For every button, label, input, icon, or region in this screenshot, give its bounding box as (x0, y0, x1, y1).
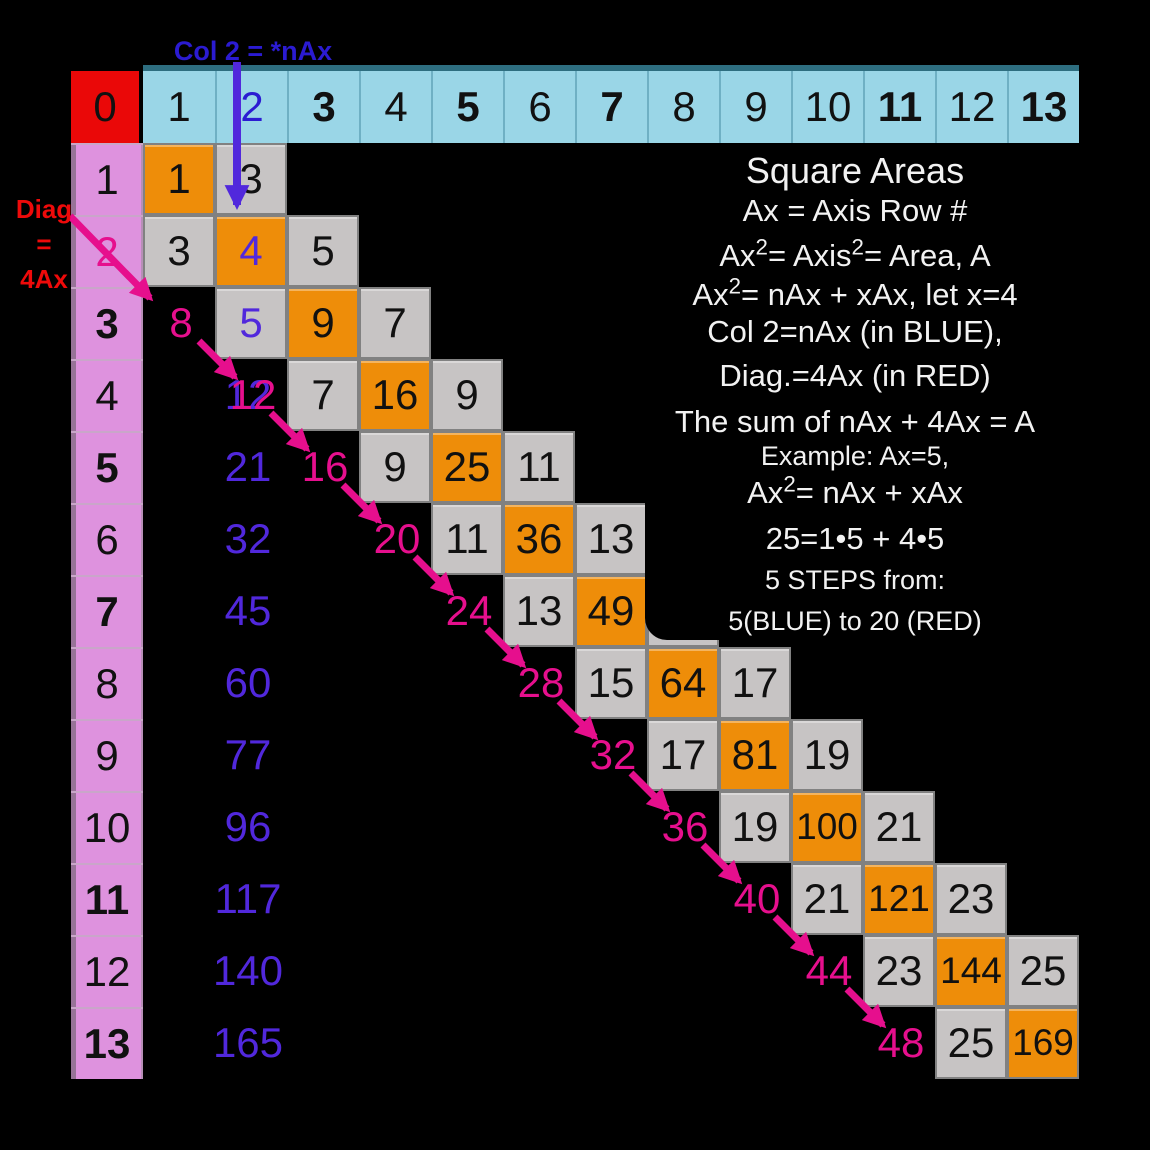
legend-line-7: The sum of nAx + 4Ax = A (674, 404, 1036, 439)
header-cell-7: 7 (575, 71, 647, 143)
grid-cell-r10c11: 21 (863, 791, 935, 863)
header-cell-4: 4 (359, 71, 431, 143)
grid-cell-r3c4: 7 (359, 287, 431, 359)
grid-cell-r12c11: 23 (863, 935, 935, 1007)
axis-row-label-11: 11 (71, 863, 143, 935)
legend-panel-corner (645, 430, 975, 640)
header-cell-0: 0 (71, 71, 143, 143)
header-cell-6: 6 (503, 71, 575, 143)
diag-value-24: 24 (445, 587, 493, 634)
header-cell-3: 3 (287, 71, 359, 143)
legend-line-8: Example: Ax=5, (760, 441, 950, 471)
diag-value-36: 36 (661, 803, 709, 850)
diag-value-20: 20 (373, 515, 421, 562)
header-cell-1: 1 (143, 71, 215, 143)
grid-cell-r11c12: 23 (935, 863, 1007, 935)
nax-value-165: 165 (212, 1019, 284, 1066)
diag-value-8: 8 (169, 299, 193, 346)
grid-cell-r12c13: 25 (1007, 935, 1079, 1007)
col2-annotation: Col 2 = *nAx (173, 36, 333, 66)
legend-line-11: 5 STEPS from: (764, 565, 946, 595)
legend-line-4: Ax2= nAx + xAx, let x=4 (692, 273, 1018, 312)
grid-cell-r10c10: 100 (791, 791, 863, 863)
grid-cell-r4c3: 7 (287, 359, 359, 431)
diag-annotation-line: = (36, 229, 52, 259)
grid-cell-r11c10: 21 (791, 863, 863, 935)
diag-value-32: 32 (589, 731, 637, 778)
grid-cell-r8c8: 64 (647, 647, 719, 719)
diag-value-12: 12 (229, 371, 277, 418)
grid-cell-r13c12: 25 (935, 1007, 1007, 1079)
diag-value-48: 48 (877, 1019, 925, 1066)
grid-cell-r4c5: 9 (431, 359, 503, 431)
grid-cell-r2c2: 4 (215, 215, 287, 287)
grid-cell-r13c13: 169 (1007, 1007, 1079, 1079)
diag-value-44: 44 (805, 947, 853, 994)
nax-value-32: 32 (224, 515, 272, 562)
header-cell-12: 12 (935, 71, 1007, 143)
axis-row-label-1: 1 (71, 143, 143, 215)
grid-cell-r5c4: 9 (359, 431, 431, 503)
nax-value-140: 140 (212, 947, 284, 994)
axis-row-label-9: 9 (71, 719, 143, 791)
grid-cell-r6c6: 36 (503, 503, 575, 575)
header-cell-13: 13 (1007, 71, 1079, 143)
legend-line-10: 25=1•5 + 4•5 (765, 521, 945, 556)
header-cell-2: 2 (215, 71, 287, 143)
grid-cell-r5c6: 11 (503, 431, 575, 503)
grid-cell-r9c10: 19 (791, 719, 863, 791)
nax-value-45: 45 (224, 587, 272, 634)
nax-value-117: 117 (214, 875, 282, 922)
axis-row-label-13: 13 (71, 1007, 143, 1079)
diag-value-40: 40 (733, 875, 781, 922)
diag-value-16: 16 (301, 443, 349, 490)
nax-value-21: 21 (224, 443, 272, 490)
header-cell-9: 9 (719, 71, 791, 143)
legend-line-6: Diag.=4Ax (in RED) (719, 358, 991, 393)
axis-row-label-10: 10 (71, 791, 143, 863)
diag-annotation-line: 4Ax (20, 264, 68, 294)
grid-cell-r9c9: 81 (719, 719, 791, 791)
grid-cell-r12c12: 144 (935, 935, 1007, 1007)
grid-cell-r11c11: 121 (863, 863, 935, 935)
axis-row-label-7: 7 (71, 575, 143, 647)
grid-cell-r2c1: 3 (143, 215, 215, 287)
grid-cell-r3c3: 9 (287, 287, 359, 359)
header-cell-10: 10 (791, 71, 863, 143)
axis-row-label-5: 5 (71, 431, 143, 503)
legend-line-1: Square Areas (745, 150, 965, 191)
diag-value-28: 28 (517, 659, 565, 706)
legend-line-12: 5(BLUE) to 20 (RED) (728, 606, 982, 636)
legend-line-9: Ax2= nAx + xAx (747, 471, 963, 510)
header-top-strip (143, 65, 1079, 72)
diag-annotation: Diag = 4Ax (6, 192, 82, 302)
grid-cell-r1c1: 1 (143, 143, 215, 215)
grid-cell-r8c9: 17 (719, 647, 791, 719)
header-cell-11: 11 (863, 71, 935, 143)
axis-row-label-4: 4 (71, 359, 143, 431)
nax-value-77: 77 (224, 731, 272, 778)
grid-cell-r4c4: 16 (359, 359, 431, 431)
grid-cell-r6c7: 13 (575, 503, 647, 575)
nax-value-96: 96 (224, 803, 272, 850)
legend-line-5: Col 2=nAx (in BLUE), (707, 314, 1003, 349)
axis-row-label-8: 8 (71, 647, 143, 719)
header-cell-8: 8 (647, 71, 719, 143)
grid-cell-r5c5: 25 (431, 431, 503, 503)
nax-value-60: 60 (224, 659, 272, 706)
header-cell-5: 5 (431, 71, 503, 143)
legend-line-3: Ax2= Axis2= Area, A (719, 234, 991, 273)
grid-cell-r1c2: 3 (215, 143, 287, 215)
grid-cell-r2c3: 5 (287, 215, 359, 287)
grid-cell-r7c7: 49 (575, 575, 647, 647)
diag-annotation-line: Diag (15, 194, 73, 224)
axis-row-label-12: 12 (71, 935, 143, 1007)
axis-row-label-6: 6 (71, 503, 143, 575)
legend-line-2: Ax = Axis Row # (742, 193, 968, 228)
